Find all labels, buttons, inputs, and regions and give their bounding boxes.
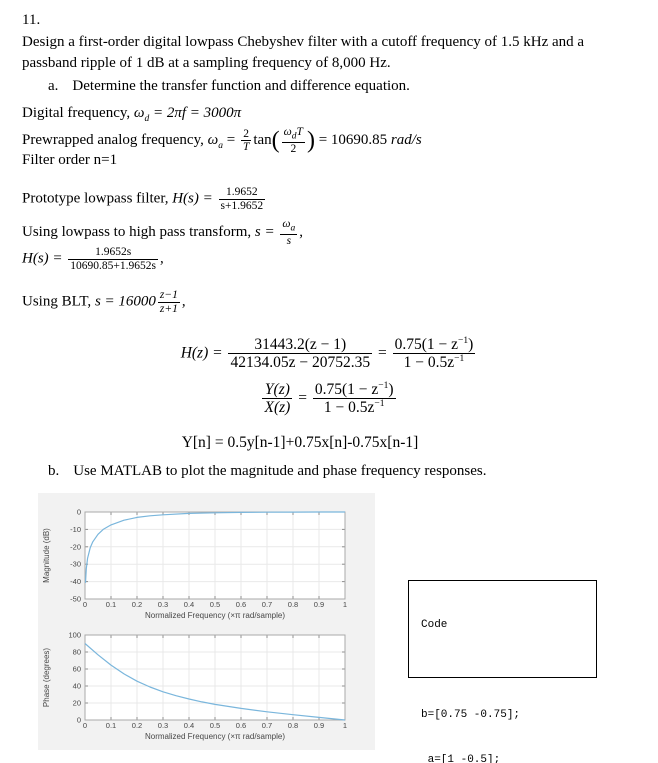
fraction: ωa s bbox=[280, 218, 298, 247]
svg-text:0.7: 0.7 bbox=[262, 721, 272, 730]
blt-line: Using BLT, s = 16000 z−1 z+1, bbox=[22, 289, 186, 315]
yz-xz-equation: Y(z) X(z) = 0.75(1 − z−1) 1 − 0.5z−1 bbox=[262, 381, 396, 417]
svg-text:80: 80 bbox=[73, 648, 81, 657]
svg-text:0.1: 0.1 bbox=[106, 721, 116, 730]
svg-text:0.5: 0.5 bbox=[210, 721, 220, 730]
difference-equation: Y[n] = 0.5y[n-1]+0.75x[n]-0.75x[n-1] bbox=[181, 434, 419, 451]
item-a: a. Determine the transfer function and di… bbox=[48, 78, 410, 95]
svg-text:Normalized Frequency (×π rad/: Normalized Frequency (×π rad/sample) bbox=[145, 611, 285, 620]
item-b-text: Use MATLAB to plot the magnitude and pha… bbox=[73, 463, 487, 479]
svg-text:-40: -40 bbox=[70, 577, 81, 586]
fraction: z−1 z+1 bbox=[157, 289, 180, 315]
fraction: 0.75(1 − z−1) 1 − 0.5z−1 bbox=[392, 336, 476, 372]
fraction: 0.75(1 − z−1) 1 − 0.5z−1 bbox=[312, 381, 396, 417]
svg-text:Normalized Frequency (×π rad/: Normalized Frequency (×π rad/sample) bbox=[145, 732, 285, 741]
intro-line-2: passband ripple of 1 dB at a sampling fr… bbox=[22, 55, 391, 71]
svg-text:Magnitude (dB): Magnitude (dB) bbox=[42, 528, 51, 583]
item-a-text: Determine the transfer function and diff… bbox=[72, 78, 410, 94]
code-blank-line bbox=[421, 663, 596, 678]
filter-order-line: Filter order n=1 bbox=[22, 152, 118, 168]
code-box-title: Code bbox=[421, 619, 448, 631]
item-a-marker: a. bbox=[48, 78, 59, 94]
svg-text:-10: -10 bbox=[70, 525, 81, 534]
svg-text:0: 0 bbox=[83, 600, 87, 609]
fraction: Y(z) X(z) bbox=[262, 381, 293, 417]
svg-text:0.7: 0.7 bbox=[262, 600, 272, 609]
fraction: 1.9652s 10690.85+1.9652s bbox=[68, 246, 159, 272]
svg-text:0.6: 0.6 bbox=[236, 600, 246, 609]
matlab-figure: 0 0.1 0.2 0.3 0.4 0.5 0.6 0.7 0.8 0.9 1 0 -10 -20 -30 -… bbox=[38, 493, 375, 750]
code-line: b=[0.75 -0.75]; bbox=[421, 709, 521, 721]
svg-text:0.4: 0.4 bbox=[184, 600, 194, 609]
problem-number: 11. bbox=[22, 12, 41, 28]
svg-text:0.4: 0.4 bbox=[184, 721, 194, 730]
svg-text:0.5: 0.5 bbox=[210, 600, 220, 609]
svg-text:20: 20 bbox=[73, 699, 81, 708]
svg-text:0: 0 bbox=[77, 716, 81, 725]
svg-text:1: 1 bbox=[343, 600, 347, 609]
fraction: 1.9652 s+1.9652 bbox=[218, 186, 266, 212]
hs-transfer-line: H(s) = 1.9652s 10690.85+1.9652s, bbox=[22, 246, 164, 272]
svg-text:0: 0 bbox=[83, 721, 87, 730]
svg-text:0.9: 0.9 bbox=[314, 721, 324, 730]
svg-text:0.9: 0.9 bbox=[314, 600, 324, 609]
svg-text:0: 0 bbox=[77, 508, 81, 517]
svg-text:0.3: 0.3 bbox=[158, 600, 168, 609]
svg-text:60: 60 bbox=[73, 665, 81, 674]
svg-text:-20: -20 bbox=[70, 542, 81, 551]
frequency-response-plots: 0 0.1 0.2 0.3 0.4 0.5 0.6 0.7 0.8 0.9 1 0 -10 -20 -30 -… bbox=[42, 508, 347, 742]
svg-text:Phase (degrees): Phase (degrees) bbox=[42, 648, 51, 707]
prototype-filter-line: Prototype lowpass filter, H(s) = 1.9652 s… bbox=[22, 186, 266, 212]
svg-text:0.3: 0.3 bbox=[158, 721, 168, 730]
code-box: Code b=[0.75 -0.75]; a=[1 -0.5]; freqz(b… bbox=[408, 580, 597, 763]
intro-line-1: Design a first-order digital lowpass Che… bbox=[22, 34, 585, 50]
hz-equation: H(z) = 31443.2(z − 1) 42134.05z − 20752.3… bbox=[180, 336, 476, 372]
svg-text:-30: -30 bbox=[70, 560, 81, 569]
svg-text:0.8: 0.8 bbox=[288, 721, 298, 730]
svg-text:40: 40 bbox=[73, 682, 81, 691]
digital-frequency-line: Digital frequency, ωd = 2πf = 3000π bbox=[22, 105, 242, 124]
svg-text:0.2: 0.2 bbox=[132, 721, 142, 730]
svg-text:0.2: 0.2 bbox=[132, 600, 142, 609]
svg-text:0.8: 0.8 bbox=[288, 600, 298, 609]
svg-text:0.1: 0.1 bbox=[106, 600, 116, 609]
fraction: 31443.2(z − 1) 42134.05z − 20752.35 bbox=[228, 336, 373, 372]
svg-text:1: 1 bbox=[343, 721, 347, 730]
item-b: b. Use MATLAB to plot the magnitude and p… bbox=[48, 463, 487, 480]
svg-text:-50: -50 bbox=[70, 595, 81, 604]
code-line: a=[1 -0.5]; bbox=[421, 754, 501, 763]
fraction: ωdT 2 bbox=[281, 126, 305, 155]
svg-text:0.6: 0.6 bbox=[236, 721, 246, 730]
svg-text:100: 100 bbox=[68, 631, 81, 640]
item-b-marker: b. bbox=[48, 463, 60, 479]
lowpass-to-highpass-line: Using lowpass to high pass transform, s … bbox=[22, 218, 303, 247]
